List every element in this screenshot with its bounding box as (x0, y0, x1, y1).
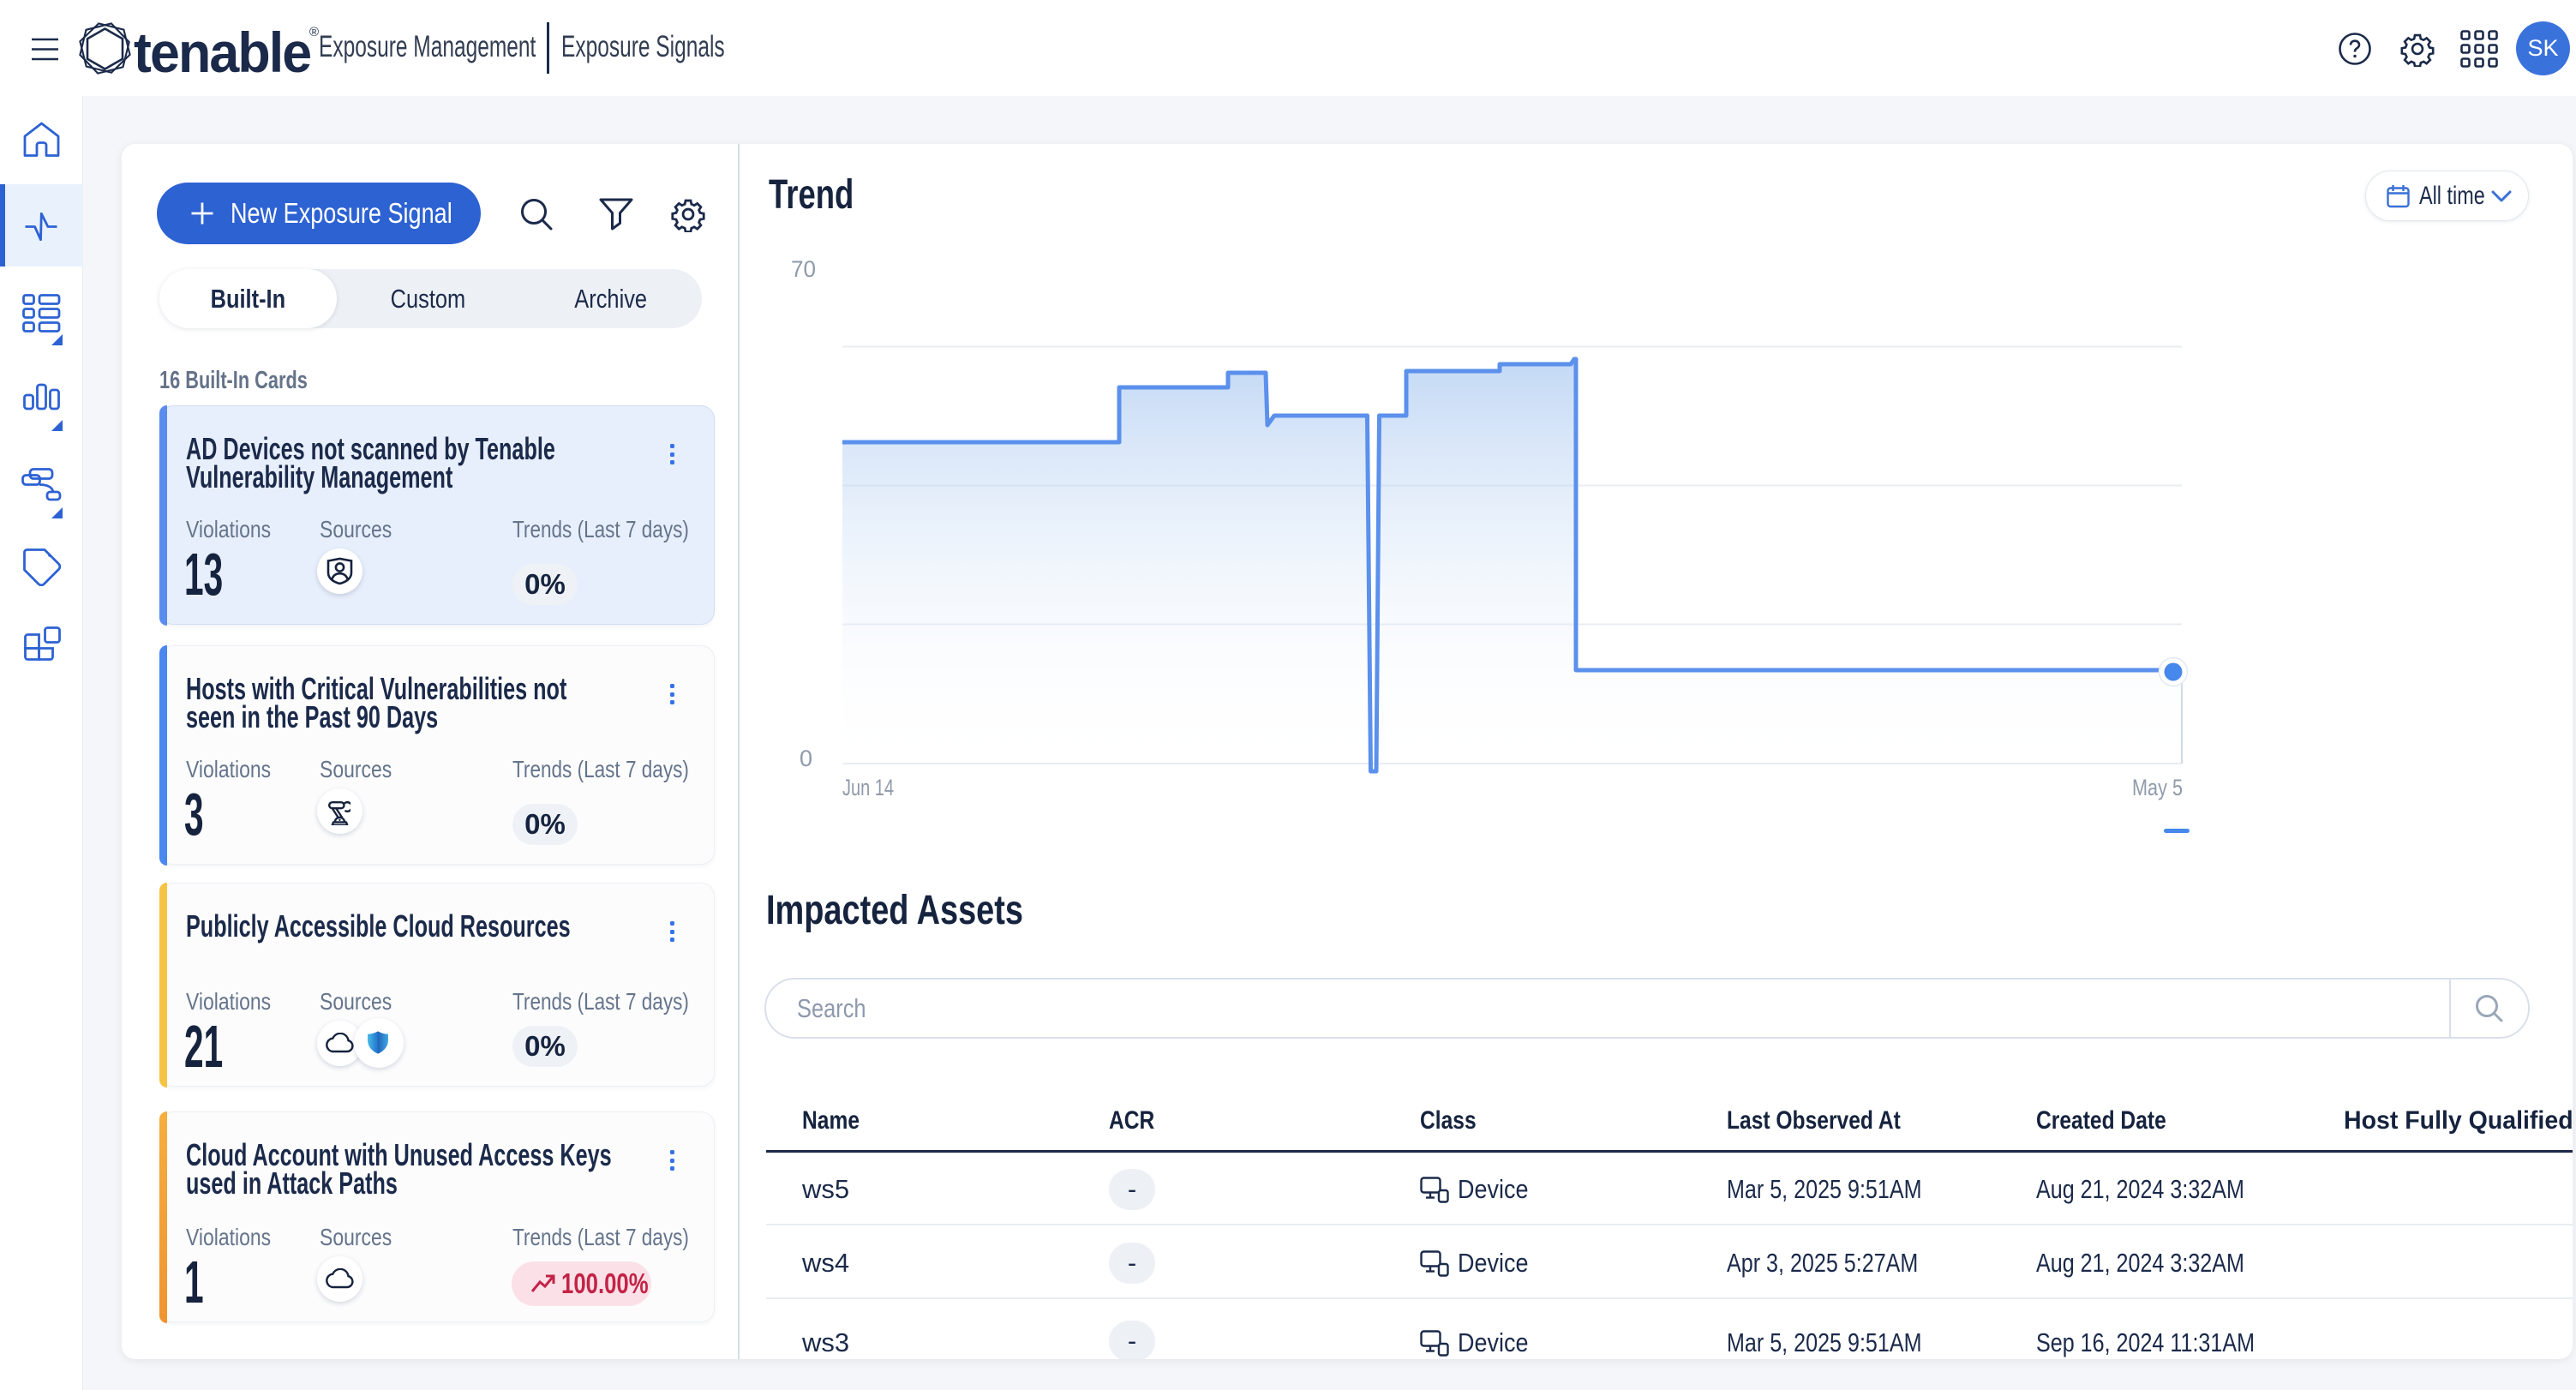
svg-text:May 5: May 5 (2132, 775, 2183, 800)
svg-text:0: 0 (800, 746, 812, 771)
svg-text:Jun 14: Jun 14 (842, 775, 894, 800)
svg-text:70: 70 (791, 256, 816, 282)
